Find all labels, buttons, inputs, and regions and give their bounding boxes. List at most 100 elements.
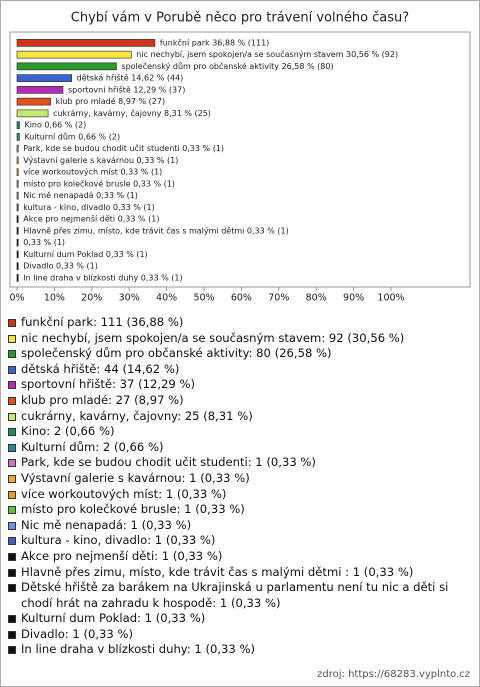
bar bbox=[16, 74, 72, 82]
bar-label: In line draha v blízkosti duhy 0,33 % (1… bbox=[23, 273, 182, 282]
legend-item: Kulturní dum Poklad: 1 (0,33 %) bbox=[8, 611, 470, 627]
chart: Chybí vám v Porubě něco pro trávení voln… bbox=[9, 11, 471, 304]
legend-item: Kulturní dům: 2 (0,66 %) bbox=[8, 440, 470, 456]
x-tick-label: 50% bbox=[193, 293, 214, 304]
x-tick-label: 20% bbox=[81, 293, 102, 304]
bar bbox=[16, 109, 49, 118]
legend-swatch bbox=[8, 412, 16, 421]
x-tick-label: 30% bbox=[119, 293, 140, 304]
x-tick-label: 0% bbox=[9, 293, 24, 304]
legend: funkční park: 111 (36,88 %) nic nechybí, … bbox=[8, 315, 470, 658]
bar bbox=[16, 180, 19, 188]
bar bbox=[16, 50, 132, 59]
legend-label: místo pro kolečkové brusle: 1 (0,33 %) bbox=[21, 502, 245, 517]
x-tick-label: 80% bbox=[306, 293, 327, 304]
legend-swatch bbox=[8, 459, 16, 468]
legend-item: Kino: 2 (0,66 %) bbox=[8, 424, 470, 440]
legend-item: funkční park: 111 (36,88 %) bbox=[8, 315, 470, 331]
bar bbox=[16, 274, 19, 282]
legend-item: sportovní hřiště: 37 (12,29 %) bbox=[8, 377, 470, 393]
bar bbox=[16, 168, 19, 176]
legend-label: Akce pro nejmenší děti: 1 (0,33 %) bbox=[21, 548, 223, 563]
legend-item: Výstavní galerie s kavárnou: 1 (0,33 %) bbox=[8, 471, 470, 487]
legend-item: více workoutových míst: 1 (0,33 %) bbox=[8, 487, 470, 503]
bar bbox=[16, 121, 20, 129]
x-tick-label: 90% bbox=[343, 293, 364, 304]
legend-item: Dětské hřiště za barákem na Ukrajinská u… bbox=[8, 580, 470, 611]
legend-label: Výstavní galerie s kavárnou: 1 (0,33 %) bbox=[21, 470, 250, 485]
legend-item: Akce pro nejmenší děti: 1 (0,33 %) bbox=[8, 549, 470, 565]
bar bbox=[16, 144, 19, 153]
bar-label: společenský dům pro občanské aktivity 26… bbox=[121, 61, 333, 71]
legend-item: kultura - kino, divadlo: 1 (0,33 %) bbox=[8, 533, 470, 549]
legend-label: Divadlo: 1 (0,33 %) bbox=[21, 626, 134, 641]
legend-swatch bbox=[8, 552, 16, 561]
legend-label: Hlavně přes zimu, místo, kde trávit čas … bbox=[21, 564, 414, 579]
bar bbox=[16, 156, 19, 165]
bar-label: Kulturní dům 0,66 % (2) bbox=[24, 131, 120, 141]
legend-swatch bbox=[8, 334, 16, 343]
legend-swatch bbox=[8, 615, 16, 624]
legend-swatch bbox=[8, 381, 16, 390]
bar bbox=[16, 215, 19, 223]
legend-swatch bbox=[8, 396, 16, 405]
legend-label: dětská hřiště: 44 (14,62 %) bbox=[21, 361, 180, 376]
legend-swatch bbox=[8, 319, 16, 327]
legend-swatch bbox=[8, 646, 16, 655]
legend-swatch bbox=[8, 521, 16, 530]
bar bbox=[16, 86, 64, 94]
bar-label: Divadlo 0,33 % (1) bbox=[23, 262, 98, 271]
bar-label: Kulturní dum Poklad 0,33 % (1) bbox=[23, 250, 147, 259]
legend-swatch bbox=[8, 506, 16, 515]
bar-label: místo pro kolečkové brusle 0,33 % (1) bbox=[23, 178, 175, 188]
legend-item: Divadlo: 1 (0,33 %) bbox=[8, 627, 470, 643]
bar bbox=[16, 262, 19, 270]
bar bbox=[16, 250, 19, 259]
legend-item: Park, kde se budou chodit učit studenti:… bbox=[8, 455, 470, 471]
legend-swatch bbox=[8, 568, 16, 577]
legend-label: Kino: 2 (0,66 %) bbox=[21, 424, 115, 439]
legend-label: více workoutových míst: 1 (0,33 %) bbox=[21, 486, 227, 501]
bar-label: klub pro mladé 8,97 % (27) bbox=[56, 96, 166, 106]
bar bbox=[16, 133, 20, 141]
legend-item: klub pro mladé: 27 (8,97 %) bbox=[8, 393, 470, 409]
plot-frame bbox=[9, 31, 471, 288]
bar-label: Hlavně přes zimu, místo, kde trávit čas … bbox=[23, 225, 289, 235]
bar bbox=[16, 97, 51, 106]
bar-label: Nic mě nenapadá 0,33 % (1) bbox=[23, 191, 138, 200]
legend-swatch bbox=[8, 428, 16, 437]
legend-swatch bbox=[8, 537, 16, 546]
bar-label: více workoutových míst 0,33 % (1) bbox=[23, 168, 162, 177]
legend-item: dětská hřiště: 44 (14,62 %) bbox=[8, 362, 470, 378]
bar-label: kultura - kino, divadlo 0,33 % (1) bbox=[23, 203, 154, 212]
bar-label: dětská hřiště 14,62 % (44) bbox=[77, 73, 184, 83]
x-tick-label: 10% bbox=[44, 293, 65, 304]
legend-item: místo pro kolečkové brusle: 1 (0,33 %) bbox=[8, 502, 470, 518]
source: zdroj: https://68283.vyplnto.cz bbox=[317, 669, 470, 680]
legend-item: nic nechybí, jsem spokojen/a se současný… bbox=[8, 331, 470, 347]
legend-label: Park, kde se budou chodit učit studenti:… bbox=[21, 455, 316, 470]
legend-label: společenský dům pro občanské aktivity: 8… bbox=[21, 346, 332, 361]
legend-swatch bbox=[8, 584, 16, 593]
legend-label: klub pro mladé: 27 (8,97 %) bbox=[21, 392, 184, 407]
bar bbox=[16, 238, 19, 247]
legend-label: kultura - kino, divadlo: 1 (0,33 %) bbox=[21, 533, 216, 548]
bar bbox=[16, 191, 19, 200]
legend-swatch bbox=[8, 474, 16, 483]
legend-label: funkční park: 111 (36,88 %) bbox=[21, 315, 184, 329]
legend-label: Kulturní dům: 2 (0,66 %) bbox=[21, 439, 164, 454]
bar bbox=[16, 203, 19, 212]
legend-swatch bbox=[8, 630, 16, 639]
legend-item: Hlavně přes zimu, místo, kde trávit čas … bbox=[8, 565, 470, 581]
bar-label: Akce pro nejmenší děti 0,33 % (1) bbox=[23, 214, 159, 224]
bar bbox=[16, 227, 19, 235]
legend-item: In line draha v blízkosti duhy: 1 (0,33 … bbox=[8, 642, 470, 658]
legend-swatch bbox=[8, 350, 16, 359]
legend-swatch bbox=[8, 443, 16, 452]
legend-label: cukrárny, kavárny, čajovny: 25 (8,31 %) bbox=[21, 408, 253, 423]
bar-label: funkční park 36,88 % (111) bbox=[160, 37, 269, 47]
bar-label: 0,33 % (1) bbox=[23, 238, 65, 247]
bar-label: sportovní hřiště 12,29 % (37) bbox=[68, 84, 185, 94]
legend-label: sportovní hřiště: 37 (12,29 %) bbox=[21, 377, 196, 392]
bar-label: cukrárny, kavárny, čajovny 8,31 % (25) bbox=[53, 108, 211, 118]
